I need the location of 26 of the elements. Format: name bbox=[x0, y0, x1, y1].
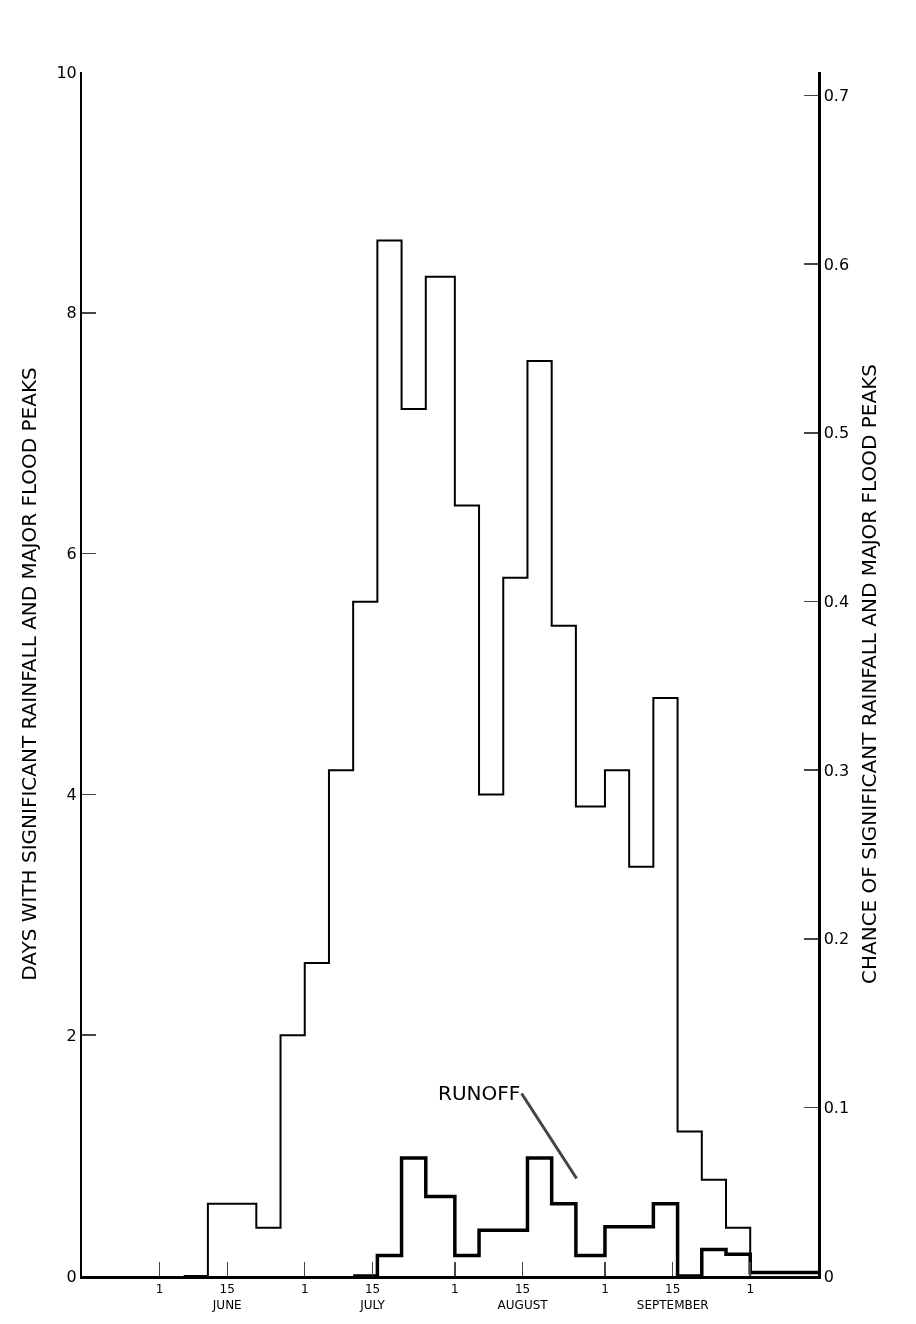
y2-axis-title: CHANCE OF SIGNIFICANT RAINFALL AND MAJOR FLOOD PEAKS bbox=[856, 364, 881, 984]
y2-tick-label: 0.1 bbox=[823, 1097, 850, 1117]
y-tick-label: 4 bbox=[66, 785, 77, 804]
y2-tick-label: 0.2 bbox=[823, 929, 850, 949]
x-tick-label: 1 bbox=[155, 1281, 164, 1296]
x-tick-label: 15 SEPTEMBER bbox=[636, 1281, 709, 1312]
y2-tick-label: 0.4 bbox=[823, 592, 850, 612]
y2-tick-label: 0 bbox=[823, 1266, 834, 1286]
y-tick-label: 10 bbox=[56, 62, 77, 82]
y-axis-title: DAYS WITH SIGNIFICANT RAINFALL AND MAJOR FLOOD PEAKS bbox=[17, 367, 42, 981]
y-tick-label: 2 bbox=[66, 1025, 77, 1045]
annotation: RUNOFF bbox=[438, 1081, 521, 1105]
x-tick-label: 1 bbox=[746, 1281, 755, 1296]
y2-tick-label: 0.6 bbox=[823, 254, 850, 274]
y2-tick-label: 0.7 bbox=[823, 86, 850, 106]
x-tick-label: 15 AUGUST bbox=[497, 1281, 549, 1312]
x-tick-label: 15 JUNE bbox=[211, 1281, 242, 1312]
y2-tick-label: 0.5 bbox=[823, 423, 850, 443]
y2-tick-label: 0.3 bbox=[823, 760, 850, 780]
x-tick-label: 15 JULY bbox=[359, 1281, 386, 1312]
y-tick-label: 6 bbox=[66, 544, 77, 564]
y-tick-label: 8 bbox=[66, 303, 77, 323]
x-tick-label: 1 bbox=[601, 1281, 609, 1296]
x-tick-label: 1 bbox=[451, 1281, 459, 1296]
y-tick-label: 0 bbox=[66, 1266, 77, 1286]
x-tick-label: 1 bbox=[300, 1281, 309, 1296]
